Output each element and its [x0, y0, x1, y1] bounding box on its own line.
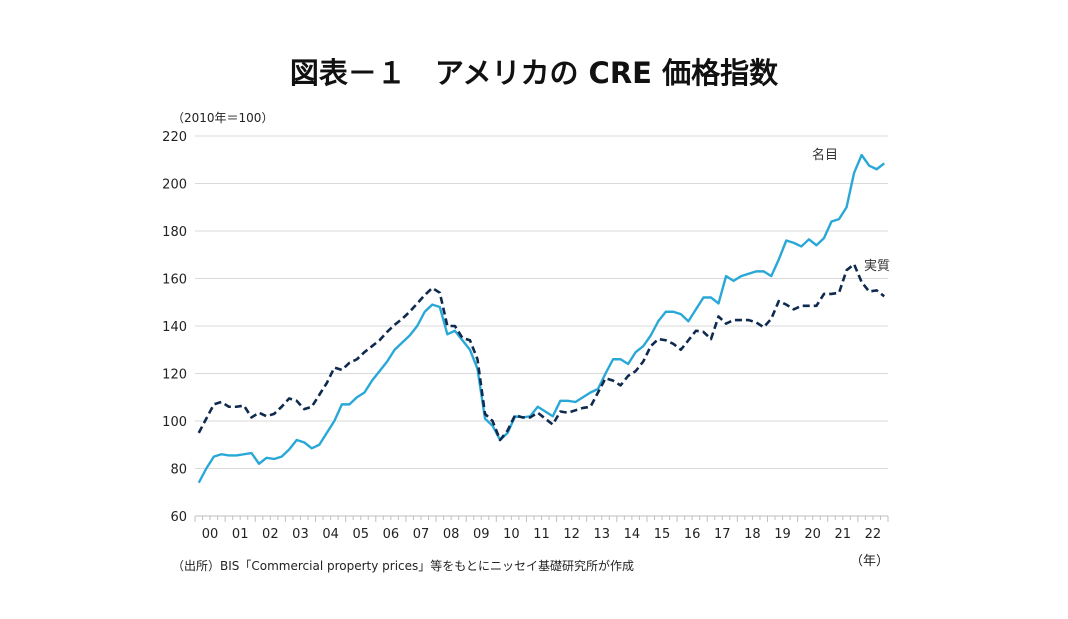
x-tick-label: 13: [593, 527, 610, 542]
x-tick-label: 02: [262, 527, 279, 542]
series-label: 実質: [864, 258, 890, 274]
x-axis-unit-label: （年）: [850, 554, 890, 569]
y-tick-label: 60: [170, 510, 187, 525]
y-tick-label: 160: [162, 273, 187, 288]
y-tick-label: 140: [162, 320, 187, 335]
series-line-nominal: [197, 153, 885, 484]
x-tick-label: 18: [744, 527, 761, 542]
x-tick-label: 07: [413, 527, 430, 542]
y-tick-label: 200: [162, 178, 187, 193]
x-tick-label: 08: [443, 527, 460, 542]
x-tick-label: 15: [654, 527, 671, 542]
x-tick-label: 22: [865, 527, 882, 542]
x-tick-label: 20: [804, 527, 821, 542]
x-tick-label: 06: [383, 527, 400, 542]
x-tick-label: 19: [774, 527, 791, 542]
x-tick-label: 14: [624, 527, 641, 542]
y-tick-label: 80: [170, 463, 187, 478]
x-tick-label: 05: [352, 527, 369, 542]
x-tick-label: 17: [714, 527, 731, 542]
x-tick-label: 00: [202, 527, 219, 542]
x-tick-label: 11: [533, 527, 550, 542]
y-tick-label: 180: [162, 225, 187, 240]
x-tick-label: 21: [835, 527, 852, 542]
series-label: 名目: [812, 147, 838, 163]
chart-title: 図表－１ アメリカの CRE 価格指数: [289, 56, 779, 90]
x-tick-label: 01: [232, 527, 249, 542]
y-tick-label: 120: [162, 368, 187, 383]
x-tick-label: 16: [684, 527, 701, 542]
x-tick-label: 04: [322, 527, 339, 542]
y-axis-unit-label: （2010年＝100）: [172, 111, 274, 125]
x-tick-label: 12: [563, 527, 580, 542]
y-tick-label: 220: [162, 130, 187, 145]
x-tick-label: 10: [503, 527, 520, 542]
x-tick-label: 09: [473, 527, 490, 542]
source-note: （出所）BIS「Commercial property prices」等をもとに…: [172, 559, 635, 573]
x-tick-label: 03: [292, 527, 309, 542]
y-tick-label: 100: [162, 415, 187, 430]
series-line-real: [197, 262, 886, 442]
